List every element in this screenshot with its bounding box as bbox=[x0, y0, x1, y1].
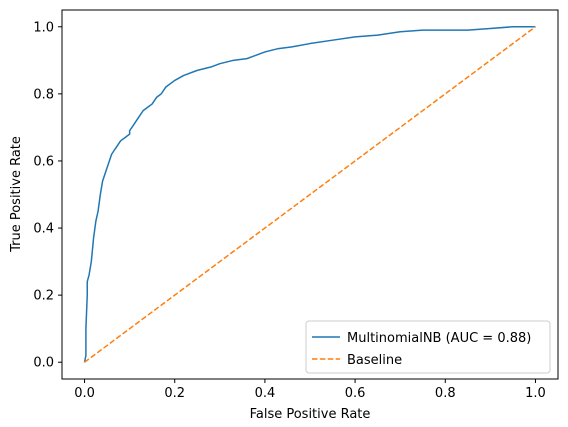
x-tick-label: 0.6 bbox=[345, 386, 366, 401]
y-tick-label: 0.0 bbox=[33, 356, 54, 371]
y-tick-label: 0.6 bbox=[33, 154, 54, 169]
y-tick-label: 0.2 bbox=[33, 289, 54, 304]
legend-box bbox=[305, 320, 551, 374]
plot-frame bbox=[61, 9, 559, 380]
x-tick-label: 0.2 bbox=[164, 386, 185, 401]
x-tick-label: 0.8 bbox=[435, 386, 456, 401]
series-line-multinomialnb-auc-0-88 bbox=[83, 26, 536, 363]
legend-label-baseline: Baseline bbox=[347, 353, 402, 368]
x-tick-label: 0.0 bbox=[74, 386, 95, 401]
series-line-baseline bbox=[84, 26, 536, 363]
legend-label-multinomialnb: MultinomialNB (AUC = 0.88) bbox=[347, 331, 531, 346]
y-tick-label: 1.0 bbox=[33, 20, 54, 35]
x-axis-ticks: 0.0 0.2 0.4 0.6 0.8 1.0 bbox=[74, 379, 546, 401]
y-axis-label: True Positive Rate bbox=[9, 136, 24, 253]
legend: MultinomialNB (AUC = 0.88) Baseline bbox=[305, 320, 551, 374]
x-tick-label: 0.4 bbox=[255, 386, 276, 401]
y-tick-label: 0.4 bbox=[33, 222, 54, 237]
y-tick-label: 0.8 bbox=[33, 87, 54, 102]
x-tick-label: 1.0 bbox=[525, 386, 546, 401]
y-axis-ticks: 0.0 0.2 0.4 0.6 0.8 1.0 bbox=[33, 20, 62, 371]
series-layer bbox=[83, 26, 536, 363]
x-axis-label: False Positive Rate bbox=[250, 407, 371, 422]
